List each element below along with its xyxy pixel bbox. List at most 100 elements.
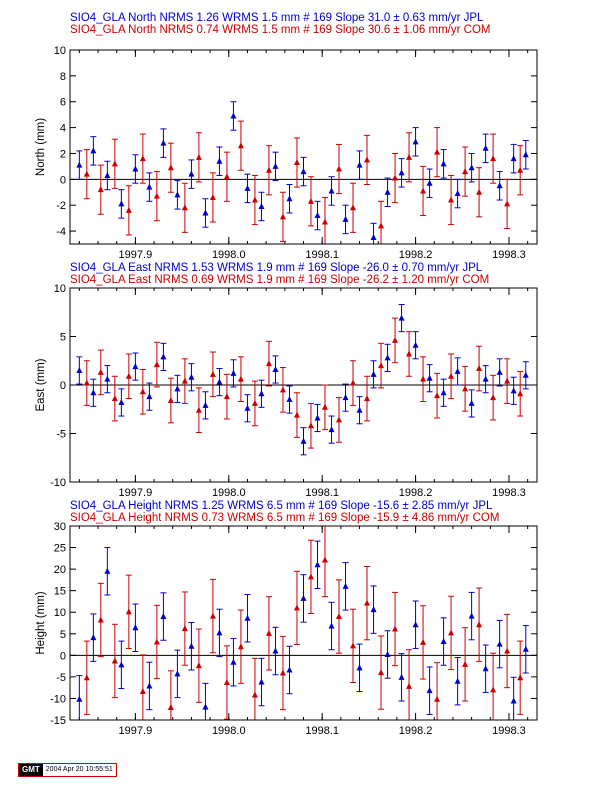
data-point-jpl (118, 398, 125, 405)
data-point-com (111, 160, 118, 167)
data-point-jpl (496, 182, 503, 189)
data-point-jpl (258, 390, 265, 397)
data-point-com (139, 155, 146, 162)
data-point-jpl (412, 138, 419, 145)
data-point-jpl (118, 661, 125, 668)
data-point-com (517, 166, 524, 173)
y-tick-label: -5 (56, 429, 66, 441)
data-point-jpl (440, 638, 447, 645)
y-tick-label: -5 (56, 672, 66, 684)
y-tick-label: -4 (56, 226, 66, 238)
data-point-jpl (216, 157, 223, 164)
data-point-jpl (384, 354, 391, 361)
x-tick-label: 1998.3 (492, 725, 526, 737)
data-point-jpl (244, 614, 251, 621)
data-point-com (125, 608, 132, 615)
y-tick-label: 0 (60, 380, 66, 392)
data-point-jpl (342, 215, 349, 222)
gmt-timestamp-stamp: GMT 2004 Apr 20 10:55:51 (18, 763, 117, 777)
data-point-com (434, 392, 441, 399)
x-tick-label: 1998.2 (399, 725, 433, 737)
data-point-jpl (132, 165, 139, 172)
data-point-jpl (118, 200, 125, 207)
y-tick-label: 4 (60, 123, 66, 135)
data-point-com (406, 153, 413, 160)
data-point-jpl (328, 426, 335, 433)
data-point-com (406, 350, 413, 357)
data-point-jpl (90, 147, 97, 154)
x-tick-label: 1998.3 (492, 249, 526, 261)
data-point-jpl (76, 161, 83, 168)
data-point-jpl (328, 622, 335, 629)
data-point-com (321, 218, 328, 225)
y-tick-label: -10 (50, 477, 66, 489)
y-tick-label: 5 (60, 629, 66, 641)
data-point-jpl (216, 378, 223, 385)
data-point-jpl (202, 209, 209, 216)
data-point-com (251, 196, 258, 203)
chart-panel-2: SIO4_GLA East NRMS 1.53 WRMS 1.9 mm # 16… (35, 262, 538, 499)
y-tick-label: 15 (54, 586, 66, 598)
data-point-jpl (510, 155, 517, 162)
data-point-com (448, 196, 455, 203)
data-point-jpl (482, 144, 489, 151)
data-point-com (279, 669, 286, 676)
data-point-com (167, 703, 174, 710)
data-point-jpl (412, 341, 419, 348)
data-point-com (307, 197, 314, 204)
plot-frame (69, 525, 538, 721)
data-point-jpl (90, 634, 97, 641)
data-point-com (335, 165, 342, 172)
data-point-com (209, 612, 216, 619)
data-point-com (83, 379, 90, 386)
data-point-com (153, 192, 160, 199)
data-point-jpl (454, 677, 461, 684)
data-point-jpl (132, 363, 139, 370)
data-point-com (237, 643, 244, 650)
plot-frame (69, 49, 538, 245)
data-point-com (476, 621, 483, 628)
data-point-com (279, 213, 286, 220)
data-point-com (462, 168, 469, 175)
data-point-com (321, 556, 328, 563)
y-tick-label: 6 (60, 97, 66, 109)
chart-header-line-2: SIO4_GLA North NRMS 0.74 WRMS 1.5 mm # 1… (70, 24, 490, 36)
data-point-com (97, 186, 104, 193)
data-point-jpl (174, 670, 181, 677)
data-point-jpl (356, 406, 363, 413)
data-point-jpl (216, 629, 223, 636)
data-point-com (462, 385, 469, 392)
data-point-com (125, 206, 132, 213)
data-point-com (392, 174, 399, 181)
data-point-jpl (160, 613, 167, 620)
data-point-com (307, 422, 314, 429)
data-point-com (364, 156, 371, 163)
data-point-com (490, 155, 497, 162)
y-axis-label: Height (mm) (35, 591, 47, 654)
data-point-jpl (202, 401, 209, 408)
data-point-com (181, 625, 188, 632)
data-point-jpl (230, 369, 237, 376)
data-point-com (392, 625, 399, 632)
data-point-jpl (272, 647, 279, 654)
chart-header-line-2: SIO4_GLA East NRMS 0.69 WRMS 1.9 mm # 16… (70, 274, 489, 286)
data-point-com (420, 638, 427, 645)
x-tick-label: 1998.1 (305, 249, 339, 261)
data-point-com (350, 204, 357, 211)
data-point-jpl (440, 389, 447, 396)
data-point-com (293, 159, 300, 166)
data-point-com (111, 657, 118, 664)
y-tick-label: 10 (54, 607, 66, 619)
data-point-jpl (244, 184, 251, 191)
chart-header-line-2: SIO4_GLA Height NRMS 0.73 WRMS 6.5 mm # … (70, 512, 499, 524)
data-point-jpl (300, 437, 307, 444)
data-point-com (195, 153, 202, 160)
data-point-com (83, 674, 90, 681)
y-tick-label: -10 (50, 693, 66, 705)
data-point-com (350, 642, 357, 649)
data-point-com (195, 662, 202, 669)
y-tick-label: 10 (54, 283, 66, 295)
data-point-jpl (160, 353, 167, 360)
chart-panel-3: SIO4_GLA Height NRMS 1.25 WRMS 6.5 mm # … (35, 500, 538, 737)
